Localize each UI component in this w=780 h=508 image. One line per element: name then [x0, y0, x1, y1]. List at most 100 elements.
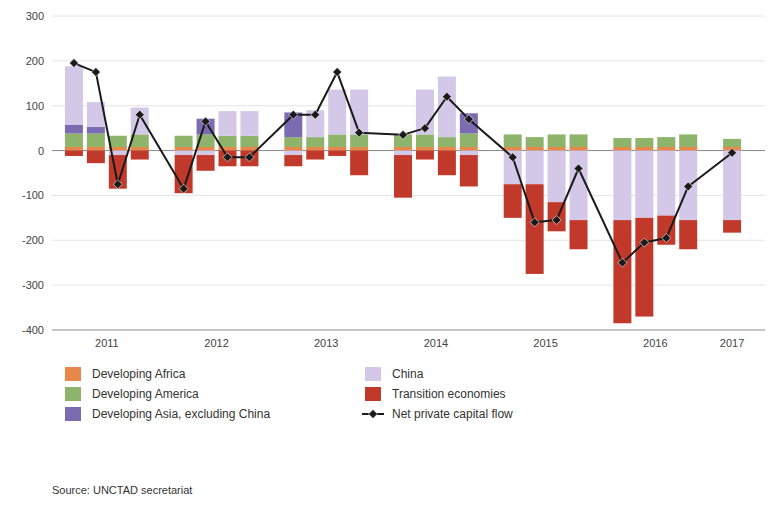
bar: [328, 90, 346, 135]
bar: [570, 147, 588, 151]
marker: [442, 92, 451, 101]
bar: [526, 151, 544, 185]
marker: [464, 115, 473, 124]
bar: [613, 138, 631, 147]
bar: [65, 147, 83, 151]
marker: [508, 153, 517, 162]
bar: [526, 147, 544, 151]
bar: [109, 135, 127, 136]
bar: [635, 147, 653, 151]
grid-line: [52, 16, 765, 17]
bar: [679, 134, 697, 147]
bar: [460, 147, 478, 151]
bar: [548, 134, 566, 147]
bar: [65, 125, 83, 134]
bar: [306, 147, 324, 151]
bar: [504, 184, 522, 218]
bar: [197, 147, 215, 151]
bar: [350, 90, 368, 135]
chart: -400-300-200-100010020030020112012201320…: [0, 0, 780, 508]
bar: [350, 151, 368, 176]
x-tick-label: 2014: [424, 337, 448, 349]
marker: [311, 110, 320, 119]
x-tick-label: 2011: [95, 337, 119, 349]
bar: [723, 151, 741, 221]
bar: [175, 136, 193, 147]
marker: [728, 148, 737, 157]
bar: [723, 220, 741, 233]
x-tick-label: 2015: [533, 337, 557, 349]
bar-series: [65, 147, 741, 151]
bar: [657, 137, 675, 147]
bar: [570, 134, 588, 147]
marks: [65, 59, 741, 324]
bar: [548, 147, 566, 151]
marker: [530, 218, 539, 227]
bar: [635, 151, 653, 218]
legend: Developing AfricaDeveloping AmericaDevel…: [65, 367, 513, 421]
bar: [284, 147, 302, 151]
bar-series: [65, 66, 741, 220]
bar: [197, 151, 215, 155]
bar: [613, 147, 631, 151]
marker: [640, 238, 649, 247]
line: [74, 63, 732, 263]
bar: [613, 220, 631, 323]
bar: [175, 147, 193, 151]
bar: [416, 134, 434, 147]
bar: [657, 147, 675, 151]
legend-label: Developing America: [92, 387, 199, 401]
bar: [438, 137, 456, 147]
bar: [197, 155, 215, 171]
marker: [399, 130, 408, 139]
y-tick-label: -400: [22, 324, 44, 336]
bar: [87, 134, 105, 147]
bar: [240, 151, 258, 167]
bar: [109, 136, 127, 147]
bar: [679, 134, 697, 135]
marker: [135, 110, 144, 119]
x-tick-label: 2017: [720, 337, 744, 349]
x-tick-label: 2013: [314, 337, 338, 349]
legend-label: China: [392, 367, 424, 381]
bar: [460, 151, 478, 155]
bar: [87, 151, 105, 164]
y-tick-label: -300: [22, 279, 44, 291]
bar: [284, 137, 302, 147]
bar: [240, 111, 258, 136]
legend-swatch: [365, 387, 381, 401]
marker: [245, 153, 254, 162]
bar: [240, 136, 258, 147]
bar: [219, 111, 237, 136]
bar: [526, 137, 544, 147]
marker: [113, 180, 122, 189]
bar: [723, 139, 741, 147]
bar: [635, 138, 653, 147]
bar: [679, 220, 697, 249]
bar: [350, 147, 368, 151]
grid-line: [52, 60, 765, 61]
bar: [570, 134, 588, 135]
bar: [65, 151, 83, 156]
bar: [328, 134, 346, 147]
marker: [684, 182, 693, 191]
bar: [679, 151, 697, 221]
marker: [223, 153, 232, 162]
legend-label: Net private capital flow: [392, 407, 513, 421]
marker: [91, 68, 100, 77]
y-tick-label: 200: [26, 55, 44, 67]
x-tick-label: 2012: [204, 337, 228, 349]
legend-label: Transition economies: [392, 387, 506, 401]
legend-label: Developing Asia, excluding China: [92, 407, 270, 421]
bar: [131, 147, 149, 151]
bar: [548, 134, 566, 135]
bar: [131, 151, 149, 160]
bar: [87, 127, 105, 134]
bar: [175, 135, 193, 136]
grid-line: [52, 285, 765, 286]
grid-line: [52, 330, 765, 331]
bar: [635, 138, 653, 139]
legend-swatch: [365, 367, 381, 381]
bar: [526, 137, 544, 138]
marker: [420, 124, 429, 133]
